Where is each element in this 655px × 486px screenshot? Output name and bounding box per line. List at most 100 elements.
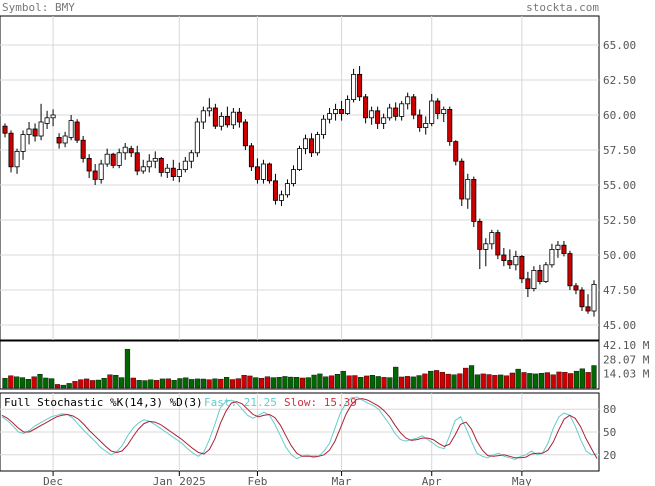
volume-bar	[124, 348, 131, 389]
volume-bar	[189, 379, 195, 389]
candle-down	[579, 289, 585, 308]
volume-bar	[54, 384, 61, 389]
volume-bar	[346, 375, 352, 389]
oscillator-tick-label: 20	[603, 449, 616, 462]
candle-down	[224, 116, 230, 126]
volume-bar	[375, 376, 381, 389]
candle-up	[327, 113, 333, 120]
stochastic-lines	[1, 396, 598, 460]
candle-down	[567, 253, 573, 287]
volume-bar	[457, 373, 463, 389]
volume-bar	[8, 375, 14, 389]
volume-bar	[398, 376, 405, 389]
volume-bar	[591, 365, 597, 389]
site-label[interactable]: stockta.com	[526, 1, 599, 14]
volume-bar	[328, 375, 335, 389]
candle-down	[80, 139, 86, 159]
candle-up	[62, 135, 68, 144]
volume-bar	[119, 377, 125, 389]
candle-up	[122, 146, 128, 154]
price-tick-label: 60.00	[603, 109, 636, 122]
candle-up	[104, 153, 110, 165]
volume-bar	[171, 380, 177, 389]
candle-up	[284, 183, 290, 196]
volume-bar	[194, 378, 201, 389]
volume-bar	[340, 370, 346, 389]
volume-bar	[311, 374, 317, 389]
volume-bar	[66, 383, 72, 389]
candle-down	[447, 109, 453, 143]
volume-bar	[78, 379, 84, 389]
candle-up	[14, 150, 20, 168]
candle-down	[170, 167, 176, 177]
volume-bar	[247, 375, 253, 389]
x-tick-label: Mar	[332, 475, 352, 486]
volume-bar	[568, 373, 574, 389]
volume-bar	[288, 376, 294, 389]
candle-down	[134, 152, 140, 172]
volume-bar	[515, 368, 521, 389]
candle-up	[188, 152, 194, 162]
candle-up	[176, 169, 182, 178]
volume-bar	[235, 378, 241, 389]
volume-bar	[334, 374, 341, 389]
volume-panel	[0, 340, 600, 390]
volume-bar	[206, 379, 212, 389]
volume-bar	[270, 377, 276, 389]
stochastic-line-fast	[1, 396, 598, 460]
volume-bar	[381, 377, 387, 389]
volume-bar	[2, 378, 8, 389]
candle-down	[537, 269, 543, 282]
volume-bars	[2, 348, 597, 389]
volume-bar	[165, 378, 171, 389]
volume-bar	[544, 372, 550, 389]
volume-bar	[224, 377, 230, 389]
volume-bar	[474, 374, 480, 389]
x-tick-label: Dec	[43, 475, 63, 486]
volume-bar	[387, 377, 393, 389]
volume-bar	[14, 376, 20, 389]
volume-bar	[258, 377, 265, 389]
volume-bar	[31, 376, 37, 389]
candle-up	[146, 160, 152, 168]
candle-up	[555, 244, 561, 250]
candle-up	[399, 103, 405, 117]
volume-bar	[89, 380, 96, 389]
candle-up	[465, 178, 471, 200]
volume-bar	[393, 366, 399, 389]
x-tick-label: Apr	[422, 475, 442, 486]
candle-up	[441, 109, 447, 115]
volume-bar	[60, 384, 66, 389]
volume-bar	[486, 374, 492, 389]
candle-down	[110, 153, 116, 166]
candle-down	[417, 114, 423, 128]
candle-up	[230, 111, 236, 126]
volume-bar	[573, 370, 580, 389]
volume-bar	[37, 374, 43, 389]
candle-up	[531, 269, 537, 289]
volume-bar	[363, 375, 370, 389]
candle-down	[74, 121, 80, 141]
candle-up	[513, 255, 519, 266]
volume-bar	[136, 380, 142, 389]
candle-up	[194, 121, 200, 154]
candle-down	[86, 157, 92, 172]
volume-bar	[463, 367, 469, 389]
fast-label: Fast: 21.25	[204, 396, 277, 409]
volume-bar	[95, 379, 101, 389]
candle-up	[200, 110, 206, 123]
candle-up	[182, 160, 188, 170]
candle-up	[549, 248, 555, 266]
price-tick-label: 45.00	[603, 319, 636, 332]
candle-up	[26, 128, 32, 135]
candle-up	[351, 74, 357, 101]
volume-bar	[468, 365, 475, 389]
volume-bar	[154, 380, 160, 389]
candle-down	[248, 145, 254, 168]
candle-down	[525, 278, 531, 289]
candle-up	[218, 116, 224, 127]
volume-bar	[562, 372, 568, 389]
slow-label: Slow: 15.39	[284, 396, 357, 409]
candle-up	[405, 96, 411, 105]
volume-bar	[416, 375, 422, 389]
